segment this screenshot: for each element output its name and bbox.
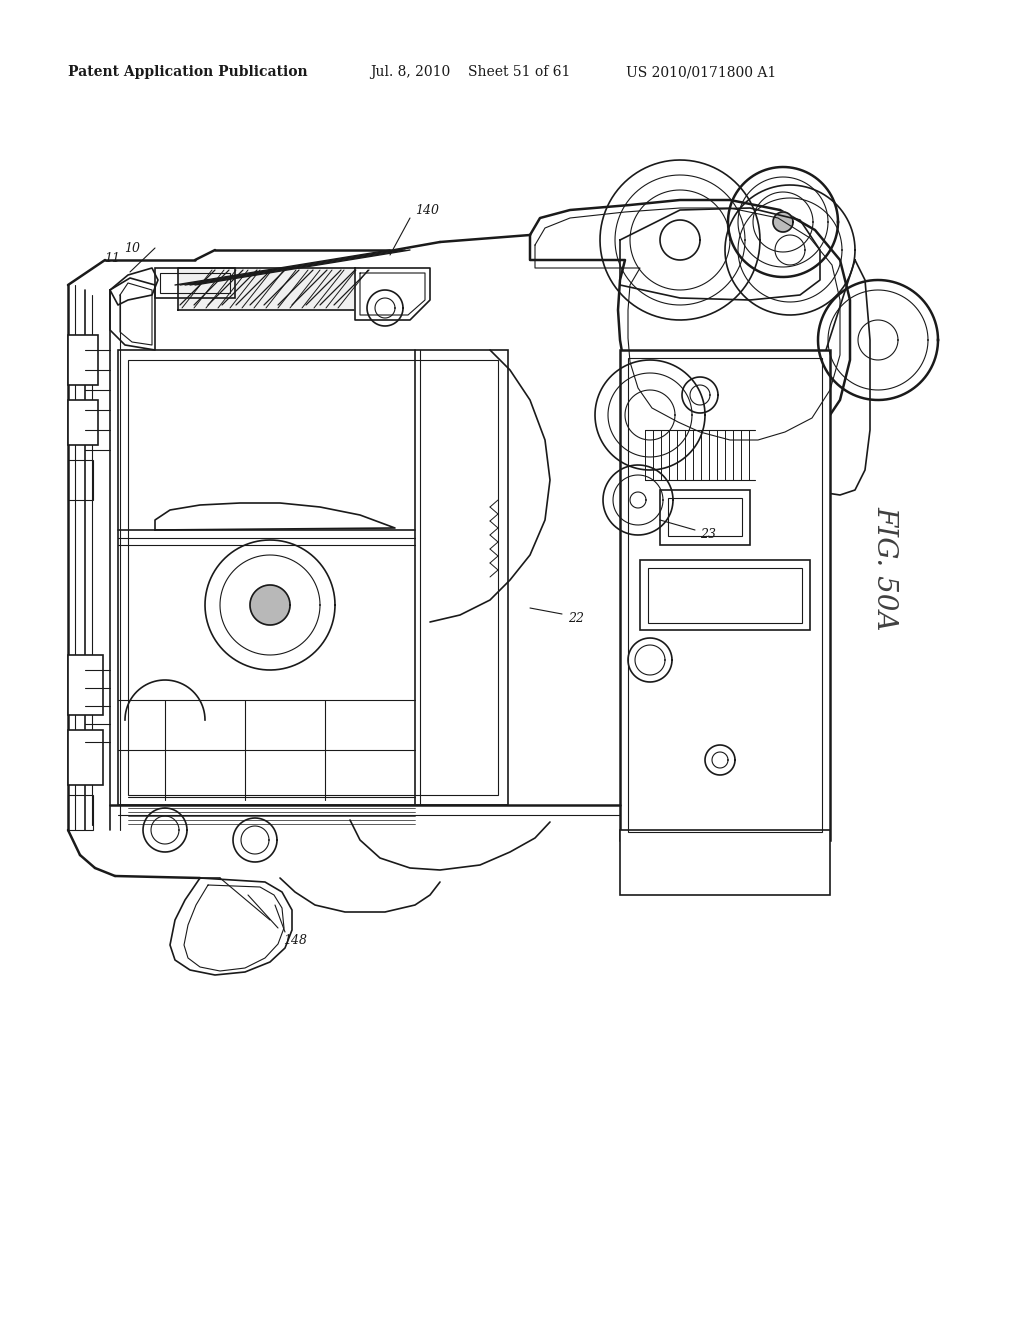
Bar [155,268,234,298]
Polygon shape [350,820,550,870]
Bar [128,360,498,795]
Bar [68,730,103,785]
Polygon shape [170,878,292,975]
Polygon shape [620,209,820,300]
Polygon shape [250,585,290,624]
Text: US 2010/0171800 A1: US 2010/0171800 A1 [626,65,776,79]
Text: Patent Application Publication: Patent Application Publication [68,65,307,79]
Text: FIG. 50A: FIG. 50A [871,506,898,630]
Bar [68,795,93,830]
Bar [68,459,93,500]
Text: 22: 22 [568,611,584,624]
Bar [620,830,830,895]
Bar [68,335,98,385]
Text: 23: 23 [700,528,716,541]
Bar [68,400,98,445]
Bar [620,350,830,840]
Polygon shape [630,492,646,508]
Polygon shape [530,201,850,451]
Polygon shape [355,268,430,319]
Text: 11: 11 [104,252,120,264]
Text: 10: 10 [124,242,140,255]
Bar [660,490,750,545]
Bar [640,560,810,630]
Polygon shape [773,213,793,232]
Polygon shape [280,878,440,912]
Polygon shape [788,260,870,495]
Text: 140: 140 [415,203,439,216]
Bar [68,655,103,715]
Text: Jul. 8, 2010: Jul. 8, 2010 [370,65,451,79]
Text: Sheet 51 of 61: Sheet 51 of 61 [468,65,570,79]
Bar [628,358,822,832]
Polygon shape [178,268,360,310]
Bar [668,498,742,536]
Bar [160,273,230,293]
Polygon shape [110,268,158,305]
Bar [648,568,802,623]
Bar [118,350,508,805]
Text: 148: 148 [283,933,307,946]
Polygon shape [660,220,700,260]
